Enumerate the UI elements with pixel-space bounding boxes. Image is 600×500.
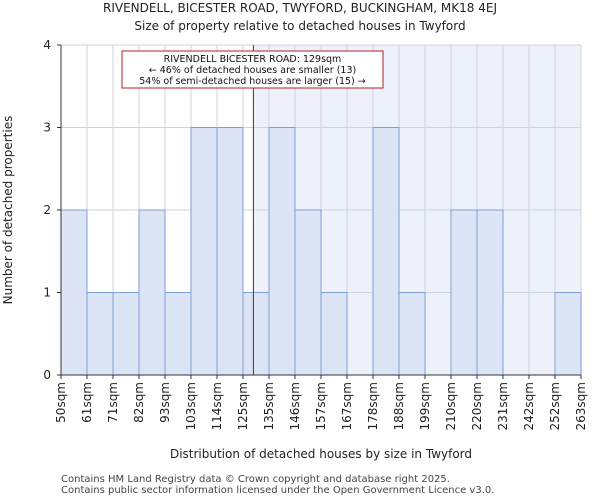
x-tick-label: 231sqm (496, 382, 510, 430)
y-tick-label: 0 (43, 368, 51, 382)
x-tick-label: 82sqm (132, 382, 146, 423)
footer-copyright: Contains HM Land Registry data © Crown c… (61, 474, 450, 485)
bar-61sqm (86, 292, 114, 376)
bar-178sqm (372, 127, 400, 376)
x-tick-label: 252sqm (548, 382, 562, 430)
bar-146sqm (294, 209, 322, 376)
y-tick-label: 4 (43, 38, 51, 52)
x-tick-label: 178sqm (366, 382, 380, 430)
footer-licence: Contains public sector information licen… (61, 485, 495, 496)
y-tick-label: 2 (43, 203, 51, 217)
x-tick-label: 125sqm (236, 382, 250, 430)
annotation-line-2: ← 46% of detached houses are smaller (13… (149, 65, 356, 76)
chart-title: RIVENDELL, BICESTER ROAD, TWYFORD, BUCKI… (103, 1, 497, 15)
x-axis-label: Distribution of detached houses by size … (170, 447, 472, 461)
bar-157sqm (320, 292, 348, 376)
y-tick-label: 3 (43, 121, 51, 135)
x-tick-label: 242sqm (522, 382, 536, 430)
x-tick-label: 71sqm (106, 382, 120, 423)
chart-subtitle: Size of property relative to detached ho… (134, 19, 466, 33)
bar-135sqm (268, 127, 296, 376)
x-tick-label: 93sqm (158, 382, 172, 423)
annotation-box (121, 50, 384, 89)
bar-188sqm (398, 292, 426, 376)
y-tick-label: 1 (43, 286, 51, 300)
x-tick-label: 210sqm (444, 382, 458, 430)
bar-220sqm (476, 209, 504, 376)
annotation-line-3: 54% of semi-detached houses are larger (… (139, 76, 366, 87)
bar-71sqm (112, 292, 140, 376)
bar-93sqm (164, 292, 192, 376)
x-tick-label: 61sqm (80, 382, 94, 423)
x-tick-label: 188sqm (392, 382, 406, 430)
x-tick-label: 157sqm (314, 382, 328, 430)
x-tick-label: 220sqm (470, 382, 484, 430)
x-tick-label: 199sqm (418, 382, 432, 430)
bar-252sqm (554, 292, 582, 376)
bar-125sqm (242, 292, 270, 376)
bar-50sqm (60, 209, 88, 376)
bar-210sqm (450, 209, 478, 376)
x-tick-label: 263sqm (574, 382, 588, 430)
bar-103sqm (190, 127, 218, 376)
y-axis-label: Number of detached properties (1, 116, 15, 305)
annotation-line-1: RIVENDELL BICESTER ROAD: 129sqm (164, 54, 342, 65)
x-tick-label: 135sqm (262, 382, 276, 430)
x-tick-label: 50sqm (54, 382, 68, 423)
x-tick-label: 146sqm (288, 382, 302, 430)
x-tick-label: 167sqm (340, 382, 354, 430)
x-tick-label: 114sqm (210, 382, 224, 430)
x-tick-label: 103sqm (184, 382, 198, 430)
bar-82sqm (138, 209, 166, 376)
bar-114sqm (216, 127, 244, 376)
